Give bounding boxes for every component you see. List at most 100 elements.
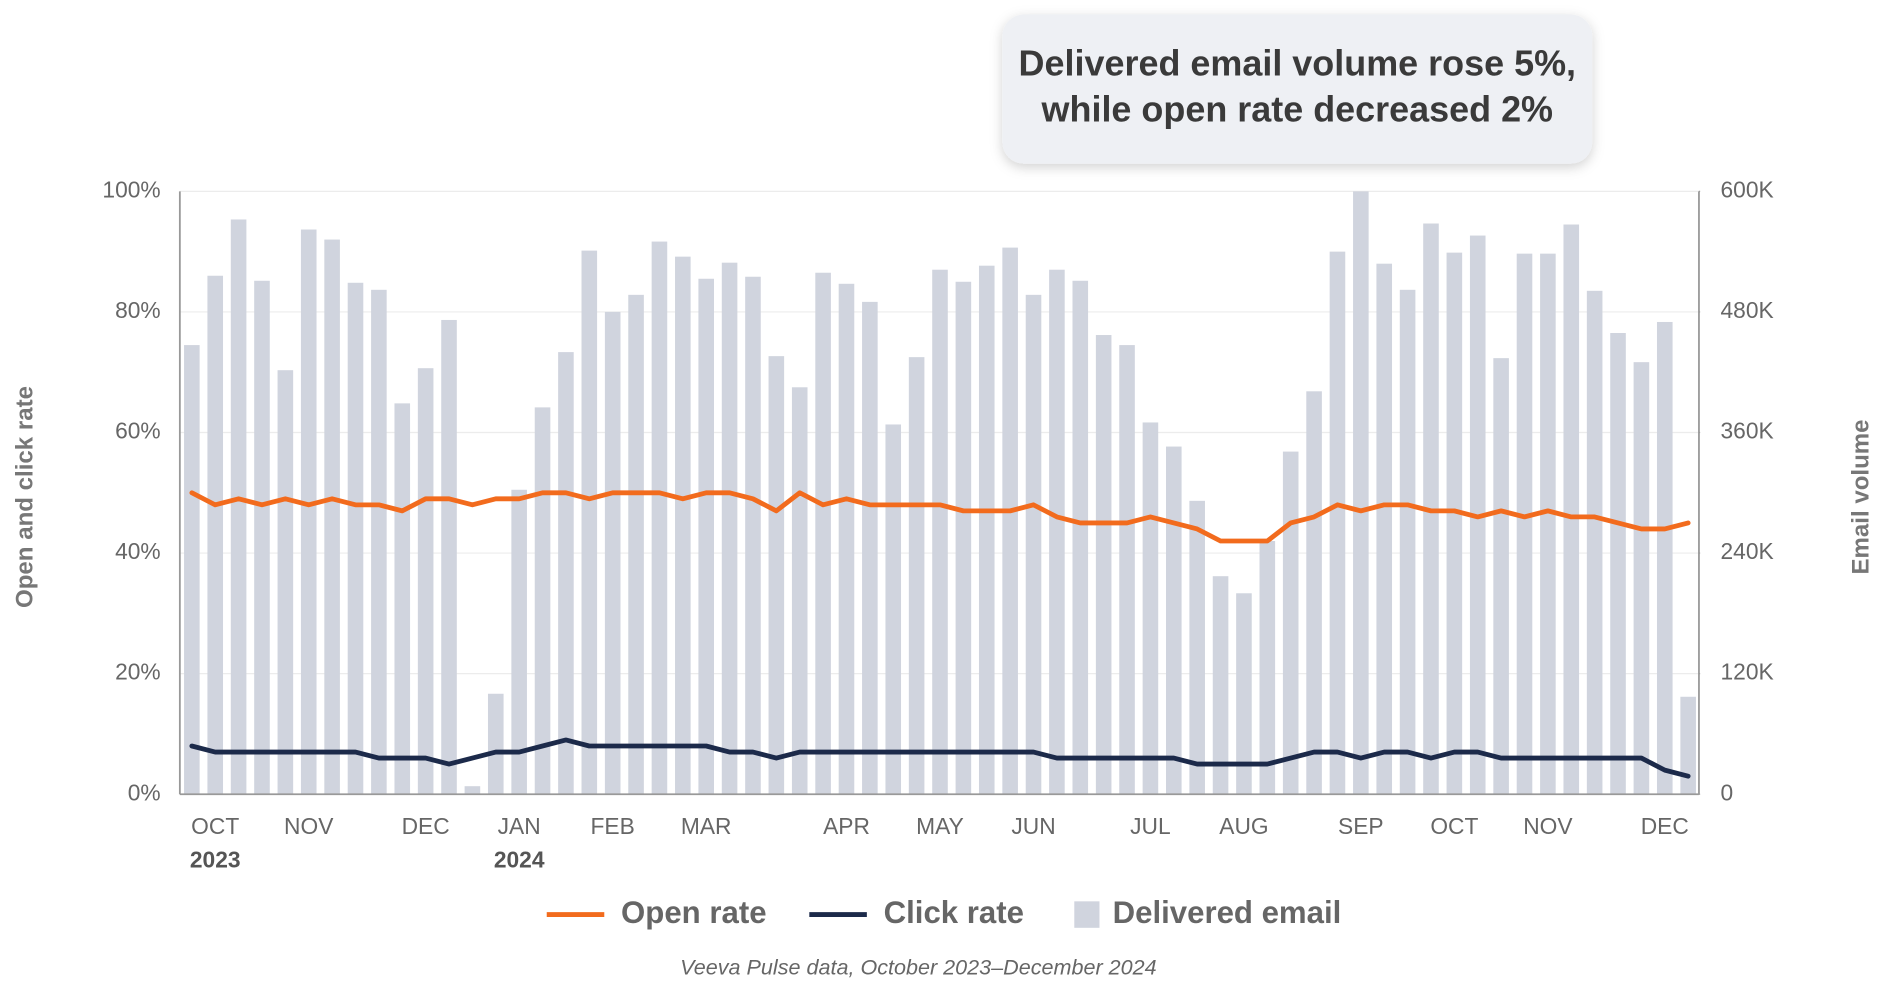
x-tick-label: FEB <box>591 813 635 839</box>
legend-label: Click rate <box>884 895 1024 930</box>
bar <box>885 424 902 795</box>
axes: 0% 20% 40% 60% 80% 100% 0 120K 240K 360K 480K 600K O… <box>102 176 1773 872</box>
bar <box>721 262 738 795</box>
bar <box>628 294 644 795</box>
bar <box>1329 251 1346 795</box>
legend-swatch <box>1074 901 1100 928</box>
y2-tick-label: 360K <box>1721 418 1774 444</box>
bar <box>487 693 504 795</box>
y-tick-label: 20% <box>115 659 161 685</box>
bar <box>417 368 434 795</box>
bar <box>347 282 364 795</box>
bar <box>604 311 621 795</box>
bar <box>1586 290 1603 795</box>
bar <box>1095 335 1112 795</box>
bar <box>1563 224 1580 795</box>
bar <box>1189 500 1205 795</box>
bar <box>651 241 668 795</box>
annotation-box <box>1002 14 1593 164</box>
bar <box>1516 253 1533 795</box>
bar <box>1212 576 1229 795</box>
bar <box>1002 247 1018 795</box>
y-tick-label: 100% <box>102 176 160 202</box>
bar <box>908 357 925 795</box>
bar <box>838 283 855 795</box>
x-year-label: 2024 <box>494 847 545 873</box>
y-tick-label: 60% <box>115 418 161 444</box>
bar <box>230 219 247 795</box>
bar <box>1025 294 1042 795</box>
x-tick-label: OCT <box>1430 813 1478 839</box>
bar <box>862 301 878 795</box>
bar <box>371 289 387 795</box>
bar <box>1282 451 1299 795</box>
y-tick-label: 0% <box>128 779 161 805</box>
bar <box>1236 593 1252 795</box>
bar <box>277 370 294 795</box>
bar <box>1142 422 1159 795</box>
bar <box>675 256 691 795</box>
bar <box>768 356 785 795</box>
bar <box>1072 280 1089 795</box>
bar <box>511 489 527 795</box>
bar <box>1376 263 1393 795</box>
y2-tick-label: 240K <box>1721 538 1774 564</box>
x-tick-label: OCT <box>191 813 239 839</box>
bar <box>324 239 340 795</box>
bar <box>1680 696 1696 795</box>
bar <box>207 275 224 795</box>
x-tick-label: APR <box>823 813 870 839</box>
bar <box>184 345 200 795</box>
bar <box>1166 446 1182 795</box>
x-tick-label: NOV <box>1523 813 1573 839</box>
bar <box>1119 345 1135 795</box>
bar <box>534 407 551 795</box>
x-tick-label: JUL <box>1130 813 1171 839</box>
bar <box>745 276 761 795</box>
line <box>189 490 1691 544</box>
bar <box>978 265 995 795</box>
bar <box>581 250 598 795</box>
x-tick-label: MAY <box>916 813 964 839</box>
annotation: Delivered email volume rose 5%, <box>1019 43 1576 84</box>
lines <box>189 490 1691 779</box>
x-tick-label: DEC <box>402 813 450 839</box>
y-axis-title: Open and click rate <box>12 386 39 608</box>
legend: Open rate Click rate Delivered email <box>546 895 1342 930</box>
bar <box>698 278 714 795</box>
bar <box>815 272 831 795</box>
bar <box>300 229 317 795</box>
y2-tick-label: 480K <box>1721 297 1774 323</box>
bar <box>254 280 270 795</box>
bars <box>184 191 1696 795</box>
x-tick-label: JUN <box>1011 813 1055 839</box>
bar <box>1353 191 1369 795</box>
bar <box>1493 358 1509 795</box>
y-tick-label: 40% <box>115 538 161 564</box>
bar <box>932 269 948 795</box>
bar <box>394 403 411 795</box>
bar <box>1540 253 1556 795</box>
bar <box>1259 541 1276 795</box>
x-tick-label: NOV <box>284 813 334 839</box>
line <box>189 737 1691 779</box>
source-note: Veeva Pulse data, October 2023–December … <box>680 954 1156 979</box>
annotation: while open rate decreased 2% <box>1041 88 1553 129</box>
bar <box>1633 362 1650 795</box>
y2-tick-label: 0 <box>1721 779 1734 805</box>
bar <box>955 281 972 795</box>
legend-label: Delivered email <box>1113 895 1342 930</box>
bar <box>558 352 574 795</box>
y-tick-label: 80% <box>115 297 161 323</box>
bar <box>1399 289 1416 795</box>
bar <box>464 786 481 795</box>
x-tick-label: JAN <box>498 813 541 839</box>
y2-axis-title: Email volume <box>1847 419 1874 574</box>
x-tick-label: AUG <box>1219 813 1268 839</box>
bar <box>791 387 808 795</box>
x-tick-label: MAR <box>681 813 732 839</box>
y2-tick-label: 120K <box>1721 659 1774 685</box>
bar <box>1656 321 1673 795</box>
